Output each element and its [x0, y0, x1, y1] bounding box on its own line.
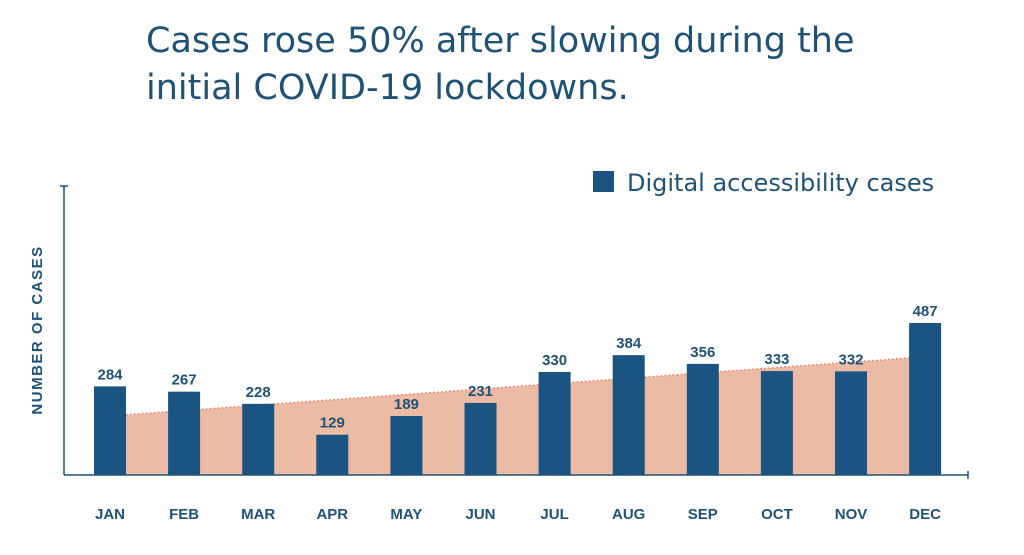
bar-jul: [538, 372, 571, 475]
bar-apr: [316, 434, 349, 475]
data-label-jul: 330: [542, 352, 567, 369]
data-label-jan: 284: [97, 366, 123, 383]
x-tick-label-mar: MAR: [241, 506, 275, 523]
bar-may: [390, 416, 423, 475]
y-axis-title: NUMBER OF CASES: [29, 245, 46, 414]
data-label-aug: 384: [616, 335, 642, 352]
data-label-jun: 231: [468, 383, 493, 400]
bar-jan: [94, 386, 126, 475]
x-tick-label-jan: JAN: [95, 506, 125, 523]
x-tick-label-apr: APR: [316, 506, 348, 523]
x-tick-label-jun: JUN: [465, 506, 495, 523]
bar-mar: [242, 403, 275, 475]
x-tick-label-feb: FEB: [169, 506, 199, 523]
bars-layer: [94, 323, 942, 475]
data-label-sep: 356: [690, 344, 715, 361]
x-tick-label-jul: JUL: [540, 506, 568, 523]
data-label-dec: 487: [913, 303, 938, 320]
bar-oct: [760, 371, 793, 475]
x-tick-label-nov: NOV: [835, 506, 868, 523]
legend: Digital accessibility cases: [593, 169, 934, 197]
bar-nov: [835, 371, 867, 475]
x-tick-labels-layer: JAN FEB MAR APR MAY JUN JUL AUG SEP OCT NOV DEC: [95, 506, 941, 523]
bar-aug: [612, 355, 645, 475]
x-tick-label-sep: SEP: [688, 506, 718, 523]
data-labels-layer: 284 267 228 129 189 231 330 384 356 333 332 487: [97, 303, 937, 432]
data-label-feb: 267: [172, 372, 197, 389]
legend-label: Digital accessibility cases: [627, 169, 934, 197]
legend-swatch: [593, 171, 614, 192]
data-label-mar: 228: [246, 384, 271, 401]
x-tick-label-dec: DEC: [909, 506, 941, 523]
bar-dec: [909, 323, 942, 475]
axes-layer: NUMBER OF CASES: [29, 185, 969, 479]
data-label-nov: 332: [838, 351, 863, 368]
data-label-may: 189: [394, 396, 419, 413]
x-tick-label-aug: AUG: [612, 506, 645, 523]
x-tick-label-may: MAY: [390, 506, 422, 523]
x-tick-label-oct: OCT: [761, 506, 793, 523]
data-label-apr: 129: [320, 415, 345, 432]
trend-line: [125, 357, 910, 416]
data-label-oct: 333: [764, 351, 789, 368]
bar-jun: [464, 402, 497, 475]
bar-feb: [168, 391, 201, 475]
bar-sep: [686, 363, 719, 475]
chart-title: Cases rose 50% after slowing during the …: [146, 21, 855, 108]
